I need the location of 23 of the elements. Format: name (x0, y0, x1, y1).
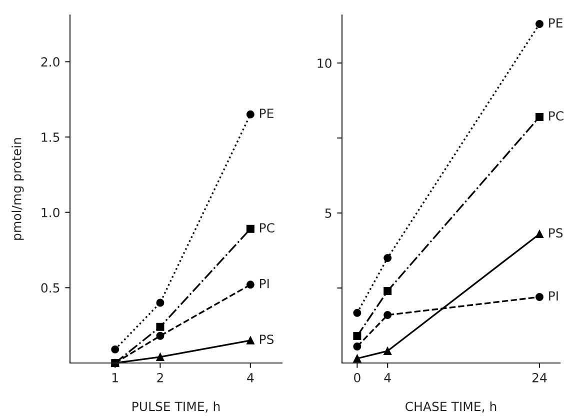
series-label: PI (549, 291, 558, 300)
y-tick-label: 5 (325, 208, 332, 218)
x-tick-label: 4 (247, 373, 254, 382)
x-tick-label: 1 (112, 373, 118, 382)
x-axis-title: PULSE TIME, h (132, 401, 220, 412)
y-tick-label: 0.5 (41, 283, 60, 293)
y-tick-label: 1.0 (42, 208, 60, 218)
x-tick-label: 0 (354, 372, 360, 382)
series-label: PE (549, 18, 562, 28)
y-axis-title: pmol/mg protein (12, 138, 24, 240)
series-label: PE (260, 108, 274, 118)
x-axis-title: CHASE TIME, h (406, 401, 496, 412)
series-label: PS (260, 334, 274, 344)
series-label: PC (260, 223, 274, 233)
series-label: PI (260, 279, 269, 288)
x-tick-label: 24 (532, 372, 547, 382)
x-tick-label: 2 (157, 372, 163, 382)
x-tick-label: 4 (384, 373, 391, 382)
y-tick-label: 1.5 (42, 132, 60, 142)
series-label: PC (549, 111, 564, 121)
y-tick-label: 10 (318, 58, 332, 68)
series-label: PS (549, 228, 563, 238)
y-tick-label: 2.0 (41, 57, 60, 67)
